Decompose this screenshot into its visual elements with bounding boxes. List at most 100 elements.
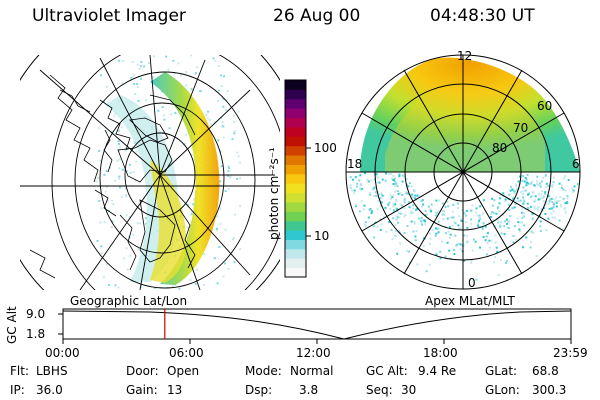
speckle-dot	[399, 242, 402, 245]
speckle-dot	[451, 210, 454, 213]
glon-label: GLon:	[485, 383, 520, 397]
speckle-dot	[349, 176, 352, 179]
speckle-dot	[545, 186, 548, 189]
speckle-dot	[187, 204, 190, 207]
speckle-dot	[482, 199, 485, 202]
speckle-dot	[449, 233, 452, 236]
speckle-dot	[384, 179, 387, 182]
speckle-dot	[229, 175, 232, 178]
speckle-dot	[515, 184, 518, 187]
speckle-dot	[474, 240, 477, 243]
speckle-dot	[453, 253, 456, 255]
speckle-dot	[373, 178, 376, 181]
speckle-dot	[167, 47, 169, 49]
speckle-dot	[566, 195, 569, 198]
speckle-dot	[144, 217, 147, 220]
speckle-dot	[372, 188, 375, 191]
speckle-dot	[222, 136, 225, 139]
speckle-dot	[542, 176, 545, 179]
colorbar-cell	[285, 230, 306, 240]
speckle-dot	[377, 181, 380, 184]
speckle-dot	[119, 186, 121, 189]
speckle-dot	[118, 143, 120, 145]
speckle-dot	[118, 167, 121, 170]
speckle-dot	[96, 239, 99, 242]
speckle-dot	[508, 193, 511, 196]
speckle-dot	[497, 274, 500, 276]
speckle-dot	[110, 130, 113, 133]
speckle-dot	[552, 203, 555, 206]
gain-value: 13	[167, 383, 183, 397]
speckle-dot	[519, 191, 522, 194]
speckle-dot	[387, 204, 390, 207]
observation-time: 04:48:30 UT	[430, 6, 535, 26]
speckle-dot	[394, 190, 397, 193]
speckle-dot	[383, 216, 386, 219]
speckle-dot	[526, 173, 529, 176]
speckle-dot	[129, 171, 132, 174]
colorbar: 100 10 photon cm⁻²s⁻¹	[267, 79, 337, 278]
speckle-dot	[114, 179, 117, 182]
speckle-dot	[571, 190, 574, 193]
speckle-dot	[145, 99, 148, 102]
speckle-dot	[562, 197, 565, 200]
speckle-dot	[427, 205, 430, 208]
speckle-dot	[513, 190, 516, 193]
speckle-dot	[393, 177, 396, 180]
speckle-dot	[353, 189, 356, 192]
speckle-dot	[458, 215, 461, 218]
speckle-dot	[363, 223, 366, 226]
speckle-dot	[359, 187, 361, 190]
speckle-dot	[225, 109, 228, 112]
speckle-dot	[394, 180, 397, 183]
speckle-dot	[523, 224, 526, 227]
speckle-dot	[559, 196, 562, 199]
speckle-dot	[152, 76, 155, 79]
speckle-dot	[118, 158, 121, 161]
speckle-dot	[455, 244, 458, 247]
speckle-dot	[535, 255, 538, 258]
speckle-dot	[521, 179, 524, 182]
speckle-dot	[448, 217, 451, 220]
speckle-dot	[229, 176, 232, 179]
gain-label: Gain:	[126, 383, 158, 397]
speckle-dot	[544, 192, 547, 195]
timeline-xticks	[62, 339, 572, 344]
colorbar-cell	[285, 98, 306, 109]
speckle-dot	[391, 238, 394, 241]
speckle-dot	[485, 253, 488, 256]
speckle-dot	[172, 59, 175, 62]
speckle-dot	[484, 225, 487, 228]
speckle-dot	[237, 110, 240, 113]
speckle-dot	[177, 62, 180, 65]
speckle-dot	[503, 233, 506, 236]
speckle-dot	[460, 219, 463, 222]
speckle-dot	[558, 182, 561, 185]
speckle-dot	[140, 60, 143, 63]
speckle-dot	[221, 121, 224, 124]
speckle-dot	[352, 178, 354, 181]
speckle-dot	[420, 205, 423, 208]
speckle-dot	[365, 225, 367, 228]
speckle-dot	[514, 190, 517, 193]
speckle-dot	[403, 232, 406, 234]
speckle-dot	[522, 175, 524, 177]
speckle-dot	[447, 205, 450, 208]
speckle-dot	[122, 257, 125, 260]
speckle-dot	[173, 72, 176, 75]
speckle-dot	[227, 165, 230, 168]
speckle-dot	[132, 233, 135, 236]
speckle-dot	[111, 199, 113, 202]
speckle-dot	[171, 285, 174, 288]
colorbar-cell	[285, 145, 306, 156]
speckle-dot	[394, 218, 397, 221]
speckle-dot	[369, 192, 372, 195]
speckle-dot	[426, 213, 428, 216]
speckle-dot	[447, 230, 450, 233]
speckle-dot	[192, 158, 195, 161]
speckle-dot	[388, 221, 391, 224]
speckle-dot	[564, 189, 567, 192]
speckle-dot	[472, 238, 475, 241]
speckle-dot	[394, 185, 397, 188]
speckle-dot	[421, 199, 424, 202]
